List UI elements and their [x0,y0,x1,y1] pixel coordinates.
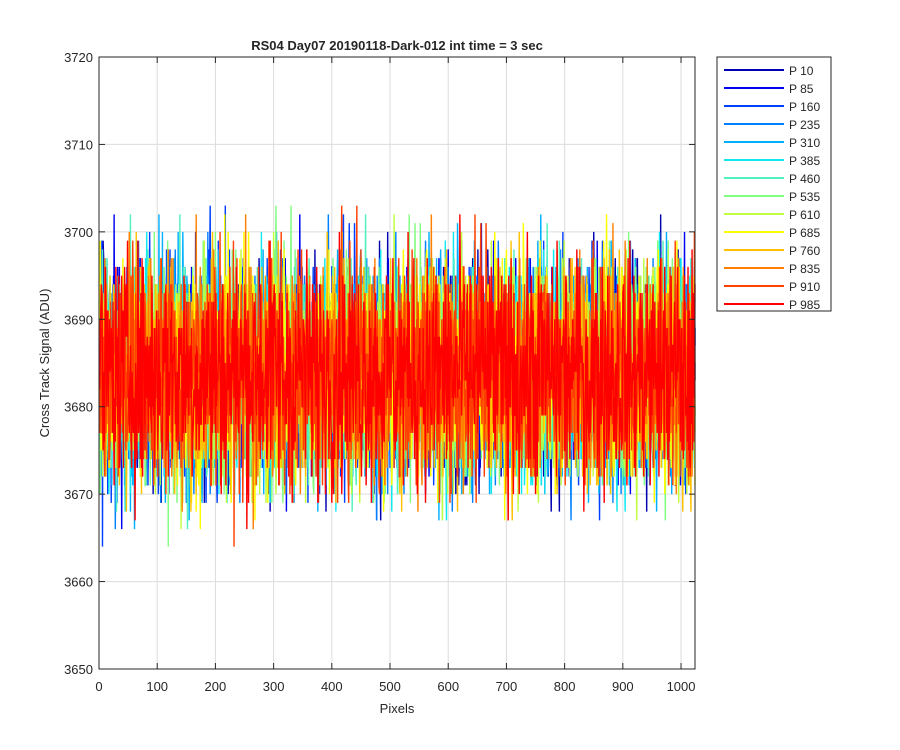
x-tick-label: 100 [146,679,168,694]
x-tick-label: 300 [263,679,285,694]
y-tick-label: 3700 [64,225,93,240]
legend-entry: P 385 [789,154,820,168]
legend-entry: P 685 [789,226,820,240]
y-tick-label: 3670 [64,487,93,502]
series-line-p-985 [98,214,696,530]
chart-title: RS04 Day07 20190118-Dark-012 int time = … [251,38,543,53]
x-tick-label: 200 [205,679,227,694]
legend-entry: P 160 [789,100,820,114]
legend-entry: P 535 [789,190,820,204]
y-tick-label: 3690 [64,312,93,327]
y-axis-label: Cross Track Signal (ADU) [37,289,52,438]
legend: P 10 P 85 P 160 P 235 P 310 P 385 P 460 P 535 P … [716,56,832,312]
legend-entry: P 310 [789,136,820,150]
x-tick-label: 1000 [667,679,696,694]
legend-entry: P 85 [789,82,814,96]
y-tick-label: 3680 [64,400,93,415]
x-tick-label: 800 [554,679,576,694]
legend-entry: P 835 [789,262,820,276]
x-tick-label: 900 [612,679,634,694]
x-tick-label: 500 [379,679,401,694]
x-tick-label: 600 [437,679,459,694]
y-tick-label: 3660 [64,575,93,590]
x-tick-label: 400 [321,679,343,694]
x-axis-label: Pixels [380,701,415,716]
series-lines [98,205,696,547]
y-tick-label: 3720 [64,50,93,65]
legend-entry: P 910 [789,280,820,294]
y-tick-label: 3650 [64,662,93,677]
x-tick-label: 0 [95,679,102,694]
legend-entry: P 610 [789,208,820,222]
x-tick-label: 700 [496,679,518,694]
legend-entry: P 235 [789,118,820,132]
legend-entry: P 760 [789,244,820,258]
legend-entry: P 10 [789,64,814,78]
plot-frame [98,56,696,670]
legend-entry: P 460 [789,172,820,186]
axis-ticks: 0 100 200 300 400 500 600 700 800 900 1000 3650 3660… [64,50,695,694]
legend-entry: P 985 [789,298,820,312]
y-tick-label: 3710 [64,137,93,152]
